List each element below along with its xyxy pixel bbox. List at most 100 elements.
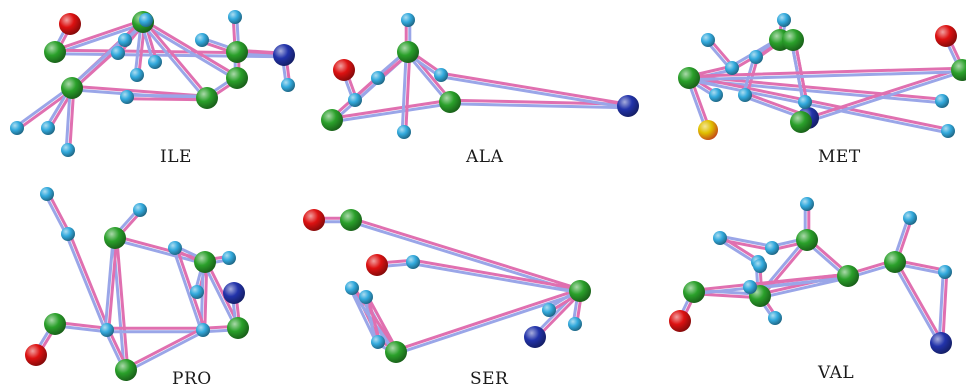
val-bond [719,234,761,262]
val-bond [758,276,850,300]
ala-atom-nitrogen [617,95,639,117]
pro-atom-hydrogen [168,241,182,255]
met-atom-hydrogen [777,13,791,27]
ile-atom-hydrogen [118,33,132,47]
met-atom-hydrogen [941,124,955,138]
met-atom-oxygen [935,25,957,47]
ala-atom-hydrogen [371,71,385,85]
met-atom-hydrogen [749,50,763,64]
ala-atom-hydrogen [348,93,362,107]
ser-atom-carbon [569,280,591,302]
panel-label-ser: SER [470,369,509,389]
pro-atom-hydrogen [61,227,75,241]
ile-atom-nitrogen [273,44,295,66]
met-atom-hydrogen [725,61,739,75]
ser-bond [411,258,582,291]
pro-atom-oxygen [25,344,47,366]
ile-atom-hydrogen [281,78,295,92]
ile-atom-carbon [226,41,248,63]
labels-layer: ILE ALA MET PRO SER VAL [160,147,861,389]
ser-atom-nitrogen [524,326,546,348]
panel-label-met: MET [818,147,861,167]
met-atom-carbon [782,29,804,51]
pro-atom-hydrogen [222,251,236,265]
ala-bond [439,71,630,106]
pro-bond [125,330,206,374]
val-bond [895,259,945,344]
met-bond [687,78,950,135]
panel-label-val: VAL [817,363,854,383]
val-atom-hydrogen [765,241,779,255]
met-atom-sulfur [698,120,718,140]
panel-label-ala: ALA [465,147,504,167]
val-bond [692,292,762,300]
ala-bond [404,50,412,134]
ala-bond [330,102,452,124]
panel-label-pro: PRO [172,369,212,389]
pro-bonds [32,191,242,374]
ile-atom-hydrogen [139,13,153,27]
ser-bond [350,216,583,291]
ala-bond [400,50,408,134]
pro-atom-hydrogen [196,323,210,337]
pro-bond [43,193,68,237]
pro-atom-hydrogen [100,323,114,337]
pro-atom-hydrogen [40,187,54,201]
ile-bond [14,85,73,129]
met-atom-carbon [790,111,812,133]
ile-bond [54,22,146,56]
met-atom-hydrogen [709,88,723,102]
pro-bond [171,247,203,333]
met-bond [687,70,964,82]
pro-bond [64,233,107,333]
val-atom-hydrogen [903,211,917,225]
pro-atom-carbon [194,251,216,273]
ser-atom-hydrogen [359,290,373,304]
ser-atom-oxygen [366,254,388,276]
pro-atom-carbon [44,313,66,335]
ser-atom-hydrogen [568,317,582,331]
ile-atom-hydrogen [10,121,24,135]
pro-bond [201,261,238,331]
ser-bond [348,287,378,345]
ile-atom-hydrogen [195,33,209,47]
ala-bond [330,98,452,120]
ile-bond [69,37,126,89]
val-bond [748,272,850,287]
val-atom-hydrogen [713,231,727,245]
ser-atom-carbon [385,341,407,363]
pro-atom-hydrogen [133,203,147,217]
val-bond [937,270,945,345]
ile-atom-hydrogen [130,68,144,82]
ser-bond [362,295,378,344]
met-bonds [685,18,966,135]
ser-bond [393,287,581,352]
val-atom-hydrogen [768,311,782,325]
ile-atom-carbon [61,77,83,99]
ala-atoms [321,13,639,139]
met-bond [800,70,965,126]
val-atom-carbon [796,229,818,251]
ile-atom-oxygen [59,13,81,35]
val-atoms [669,197,952,354]
val-atom-hydrogen [800,197,814,211]
ile-bond [125,97,209,102]
ser-atom-carbon [340,209,362,231]
pro-bond [175,245,207,331]
pro-bond [68,231,111,331]
ala-bond [405,51,451,105]
pro-atom-carbon [104,227,126,249]
met-atom-hydrogen [935,94,949,108]
ala-atom-hydrogen [401,13,415,27]
ala-bond [448,102,630,110]
ala-atom-hydrogen [434,68,448,82]
ile-atom-hydrogen [148,55,162,69]
met-atom-hydrogen [738,88,752,102]
ser-bond [411,262,582,295]
met-atoms [678,13,966,140]
ile-atom-hydrogen [228,10,242,24]
ser-atom-hydrogen [542,303,556,317]
pro-atom-nitrogen [223,282,245,304]
ile-atom-hydrogen [41,121,55,135]
